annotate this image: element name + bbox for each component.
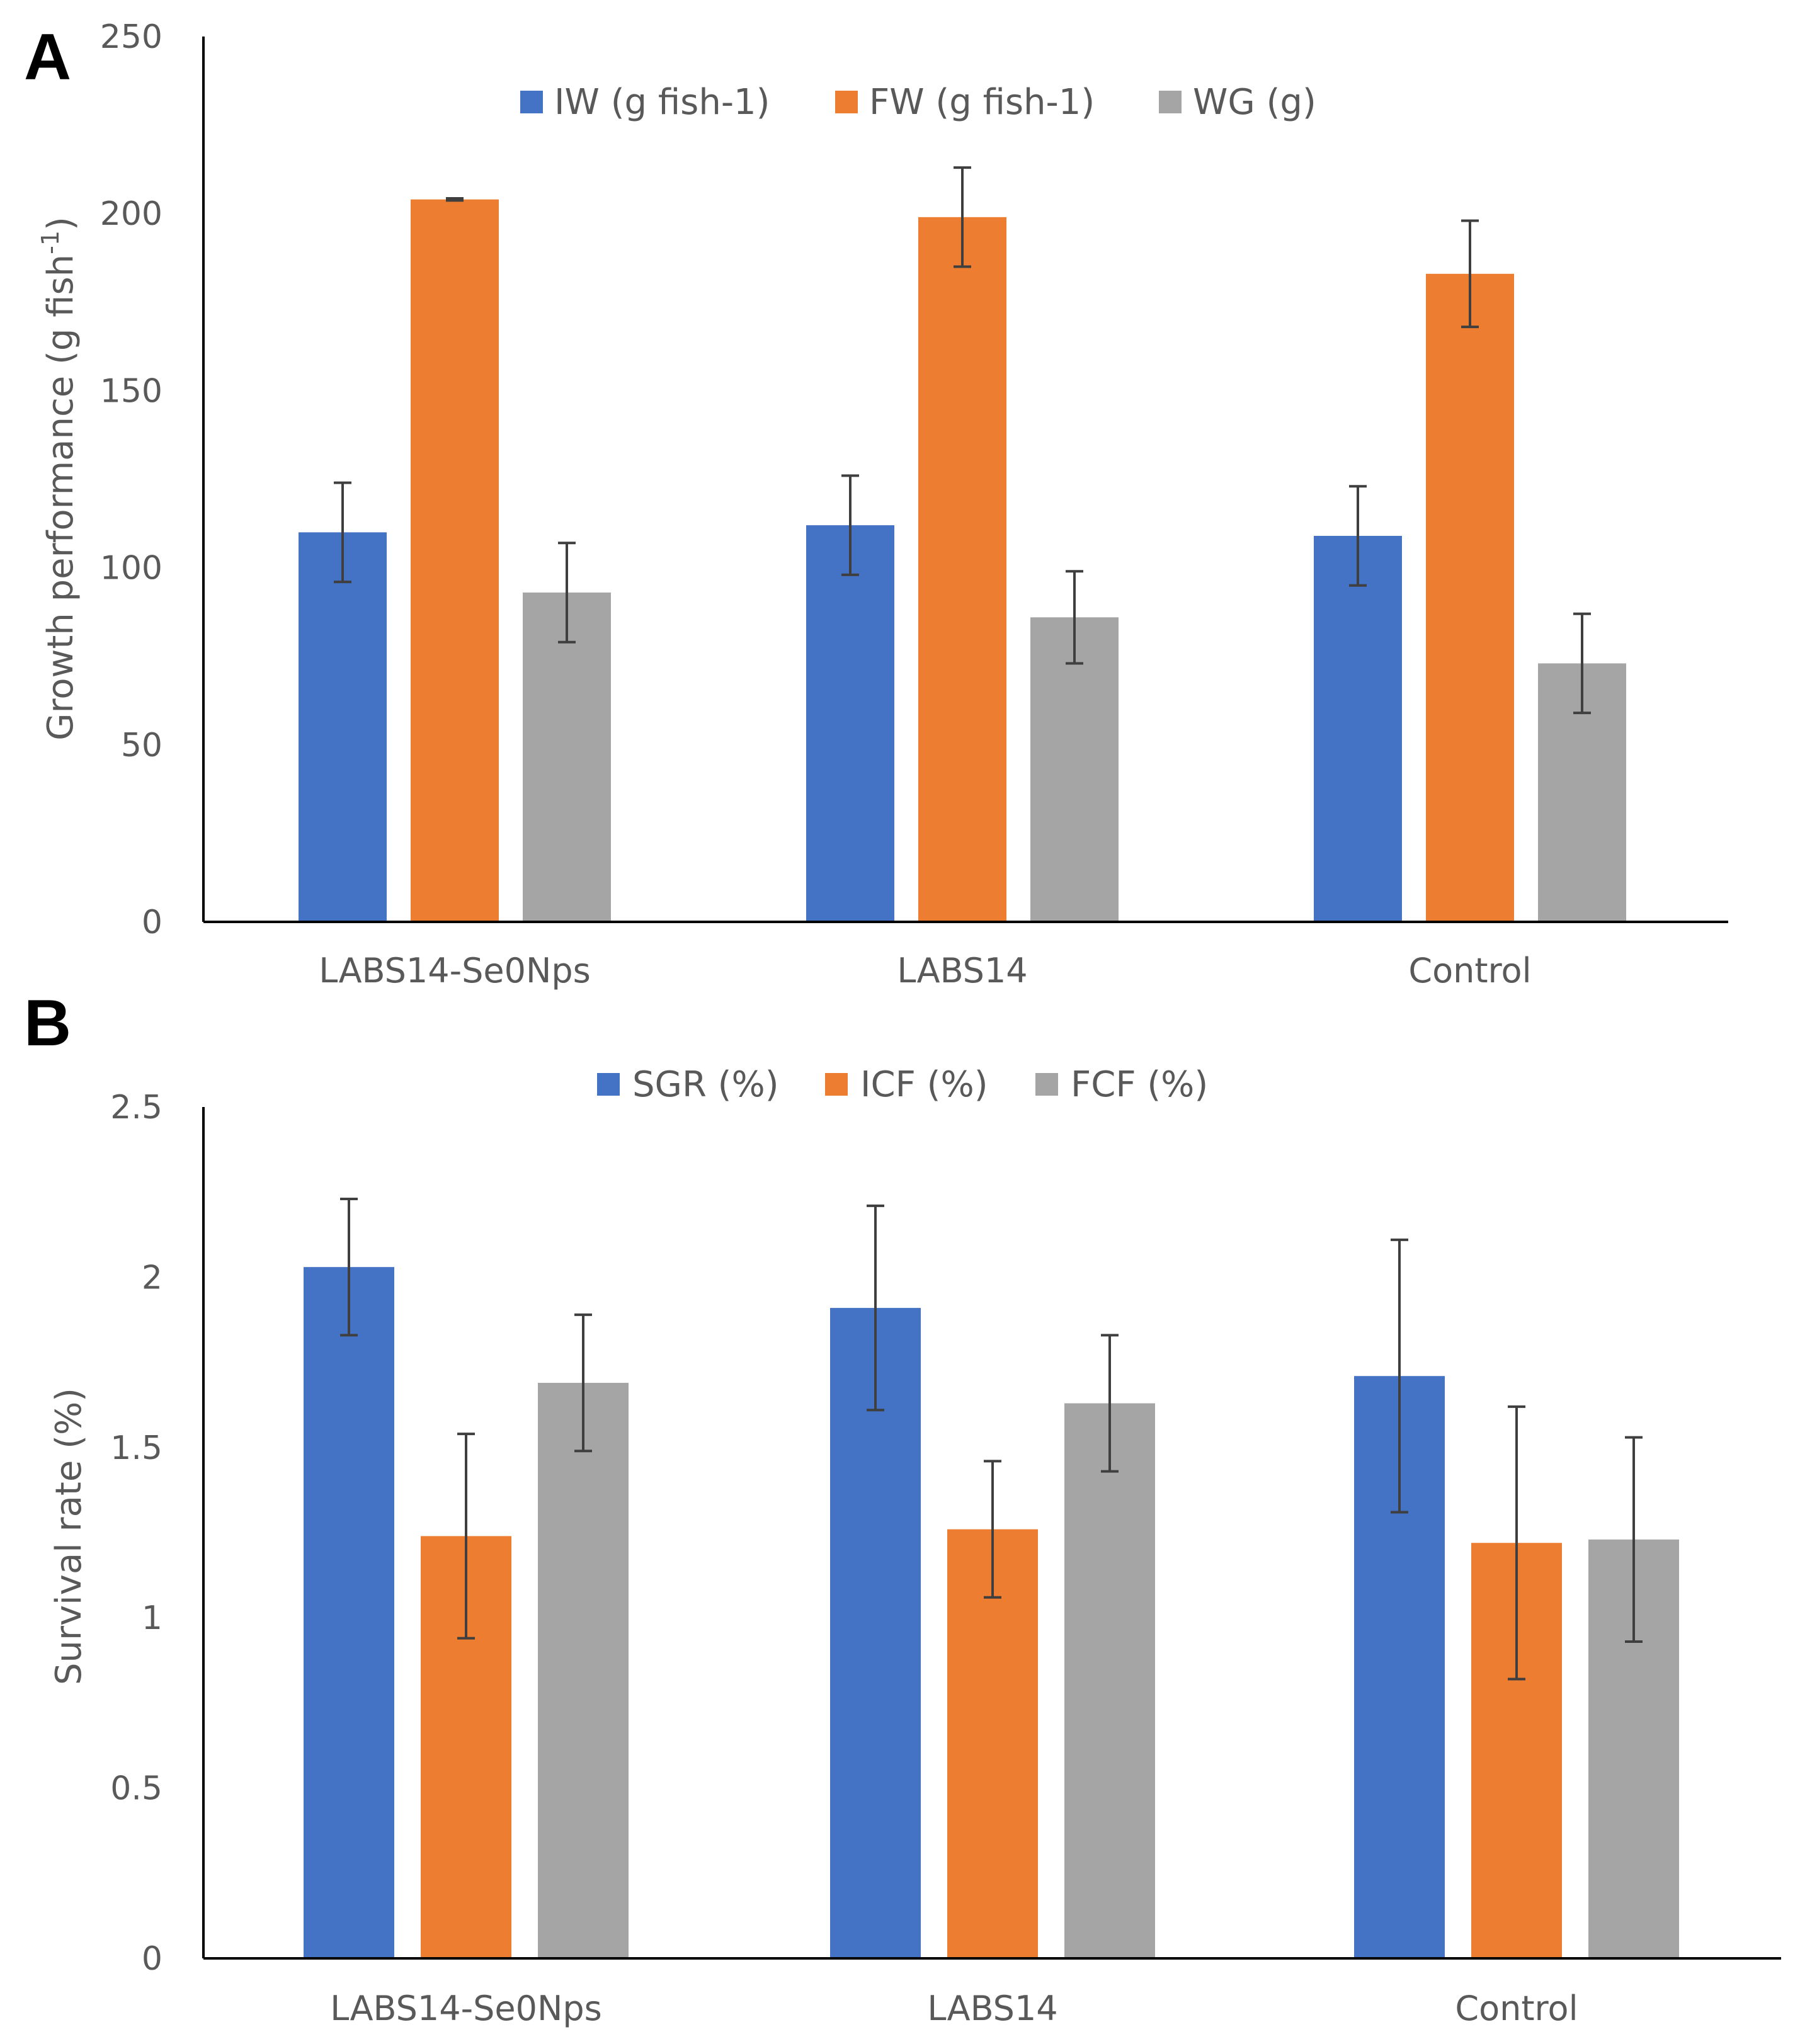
panel-a-y-tick-label: 0: [142, 904, 162, 941]
panel-a-y-tick-label: 50: [121, 727, 162, 764]
panel-b-category-label: Control: [1455, 1989, 1578, 2028]
panel-b-y-ticks: 0 0.5 1 1.5 2 2.5: [110, 1089, 162, 1978]
panel-a-y-axis-title: Growth performance (g fish-1): [37, 217, 81, 741]
panel-b-legend-label: FCF (%): [1071, 1064, 1208, 1105]
panel-b-legend-swatch: [825, 1073, 848, 1096]
panel-b-y-axis-title: Survival rate (%): [48, 1388, 89, 1685]
panel-a-bar: [1030, 617, 1119, 922]
panel-a-legend-label: WG (g): [1193, 82, 1316, 123]
panel-b-y-tick-label: 0.5: [110, 1770, 162, 1808]
panel-b-y-tick-label: 1: [142, 1599, 162, 1637]
panel-a-x-ticks: LABS14-Se0Nps LABS14 Control: [319, 951, 1531, 991]
panel-b-bar: [830, 1308, 921, 1958]
panel-a-legend-label: IW (g fish-1): [554, 82, 770, 123]
panel-a-bar: [1314, 535, 1402, 922]
panel-a-y-ticks: 0 50 100 150 200 250: [100, 18, 162, 941]
panel-a-bar: [1426, 273, 1514, 923]
panel-b-bar: [947, 1529, 1038, 1958]
panel-a-legend: IW (g fish-1) FW (g fish-1) WG (g): [520, 82, 1316, 123]
panel-a-bar: [411, 199, 499, 923]
panel-a-y-tick-label: 100: [100, 550, 162, 588]
panel-a-bar: [523, 592, 611, 922]
panel-b-y-tick-label: 1.5: [110, 1429, 162, 1467]
panel-b-legend-label: SGR (%): [632, 1064, 779, 1105]
panel-b-y-tick-label: 2.5: [110, 1089, 162, 1127]
panel-a-bar: [918, 217, 1006, 923]
panel-b-y-tick-label: 2: [142, 1259, 162, 1297]
panel-b-category-label: LABS14: [927, 1989, 1057, 2028]
panel-a-y-tick-label: 150: [100, 372, 162, 410]
panel-b: B SGR (%) ICF (%) FCF (%) 0 0.5 1 1.5 2 2.5 LAB…: [24, 987, 1781, 2028]
panel-b-legend: SGR (%) ICF (%) FCF (%): [597, 1064, 1208, 1105]
panel-a-legend-swatch: [520, 91, 543, 113]
panel-b-category-label: LABS14-Se0Nps: [330, 1989, 602, 2028]
panel-b-bar: [538, 1383, 629, 1958]
panel-a-y-tick-label: 200: [100, 195, 162, 233]
panel-a-legend-swatch: [835, 91, 858, 113]
panel-a-bars: [299, 166, 1626, 923]
panel-a-category-label: LABS14-Se0Nps: [319, 951, 591, 991]
panel-b-bars: [304, 1198, 1679, 1958]
panel-b-x-ticks: LABS14-Se0Nps LABS14 Control: [330, 1989, 1578, 2028]
panel-b-y-tick-label: 0: [142, 1940, 162, 1978]
panel-a-category-label: LABS14: [897, 951, 1027, 991]
panel-a-y-tick-label: 250: [100, 18, 162, 56]
panel-a-legend-label: FW (g fish-1): [869, 82, 1095, 123]
panel-a-bar: [806, 525, 894, 922]
panel-b-letter: B: [24, 987, 71, 1060]
panel-a-bar: [299, 532, 387, 922]
panel-a-letter: A: [24, 21, 71, 94]
panel-a: A IW (g fish-1) FW (g fish-1) WG (g) 0 50 10…: [24, 18, 1728, 991]
panel-b-legend-label: ICF (%): [860, 1064, 988, 1105]
panel-b-legend-swatch: [597, 1073, 620, 1096]
panel-b-legend-swatch: [1035, 1073, 1058, 1096]
panel-a-legend-swatch: [1159, 91, 1182, 113]
panel-b-bar: [1064, 1403, 1155, 1958]
panel-a-category-label: Control: [1408, 951, 1531, 991]
panel-b-bar: [304, 1267, 394, 1958]
